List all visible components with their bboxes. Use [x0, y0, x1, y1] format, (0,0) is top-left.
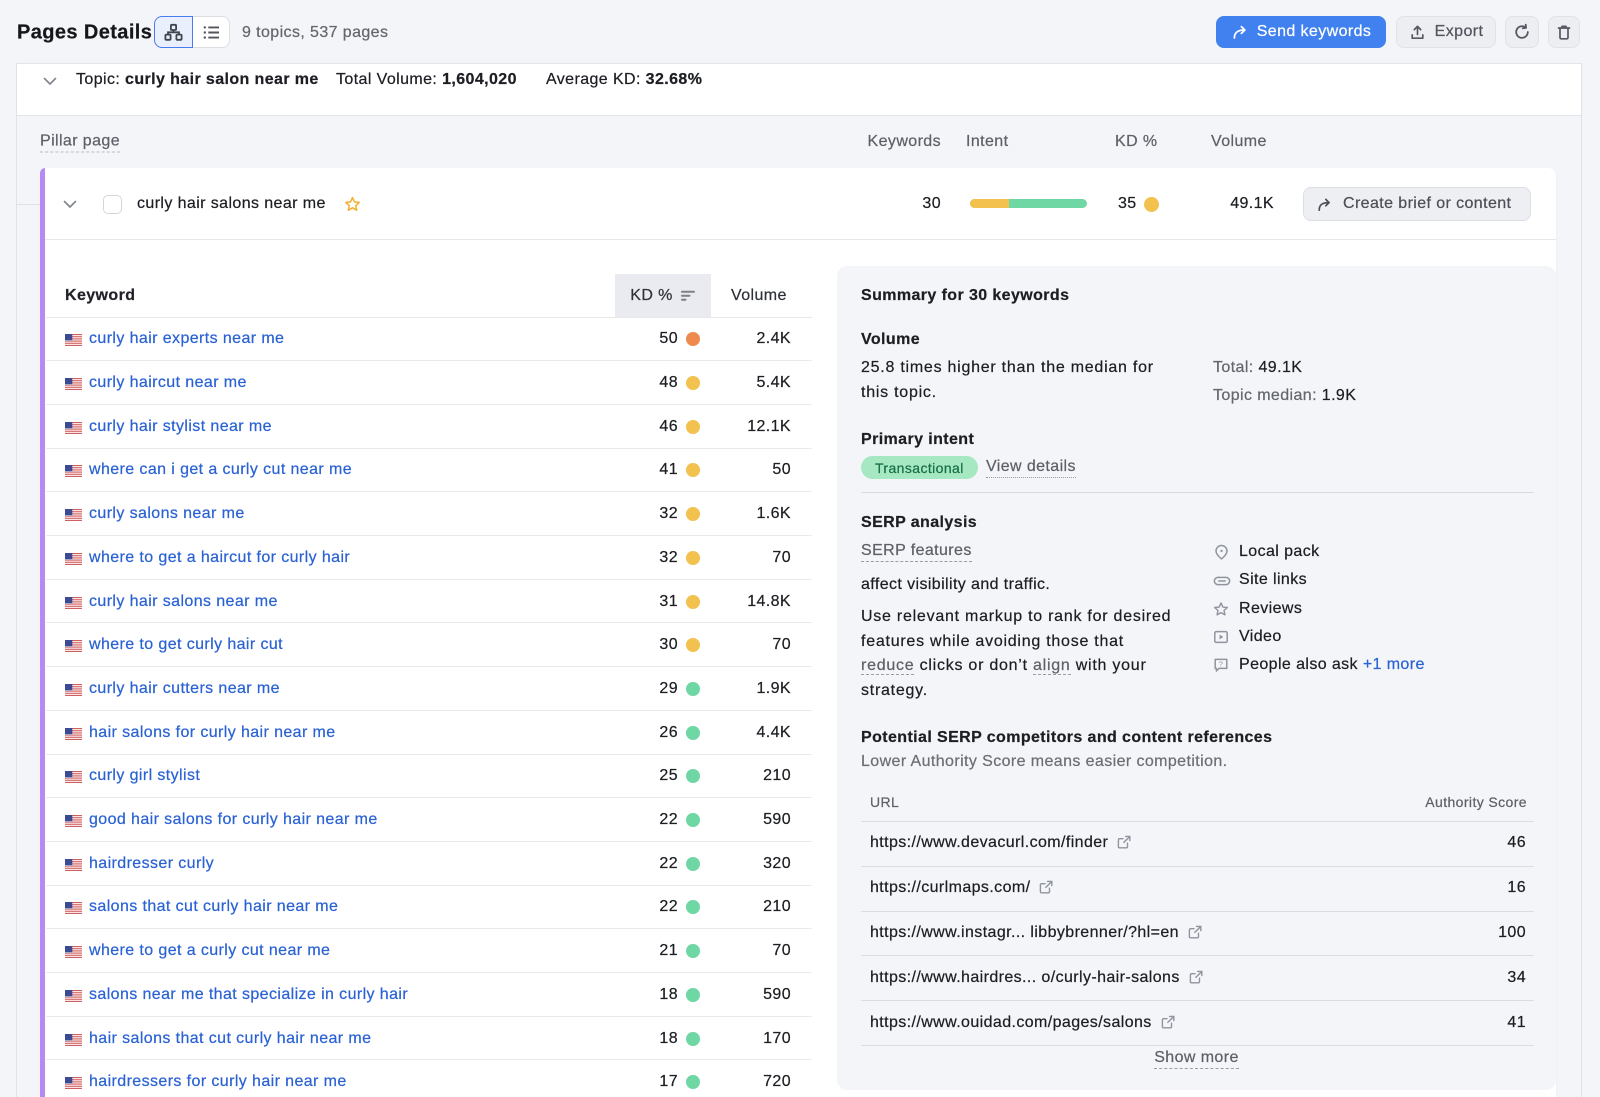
svg-text:?: ?	[1219, 660, 1224, 669]
